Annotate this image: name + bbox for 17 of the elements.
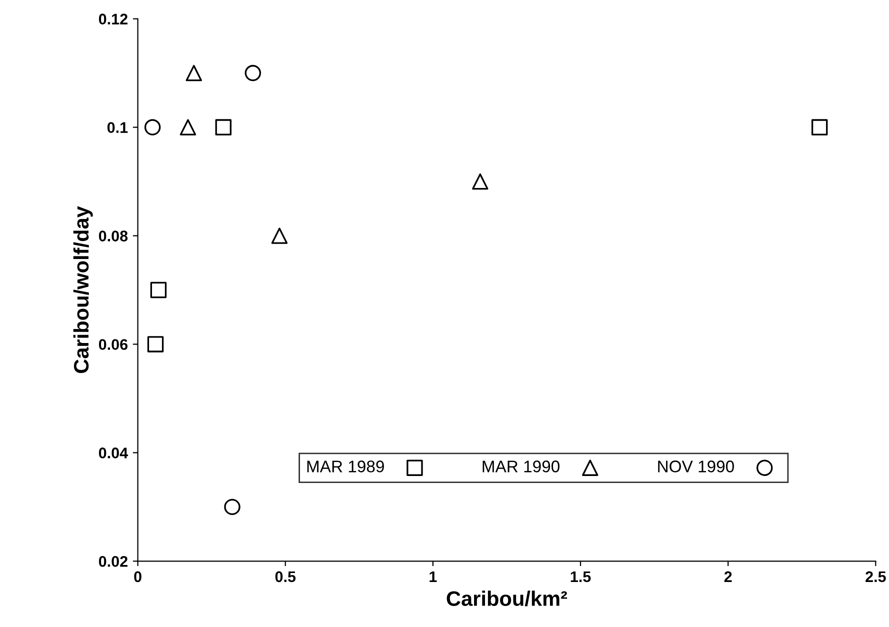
x-tick-label: 0 xyxy=(134,571,142,582)
x-tick-label: 0.5 xyxy=(275,571,296,582)
x-axis-title: Caribou/km² xyxy=(446,590,568,606)
legend-label: NOV 1990 xyxy=(658,460,734,472)
x-tick-label: 1 xyxy=(430,571,437,582)
y-tick-label: 0.1 xyxy=(107,122,128,133)
y-tick-label: 0.08 xyxy=(98,230,128,242)
y-tick-label: 0.06 xyxy=(98,339,128,350)
legend-label: MAR 1989 xyxy=(307,460,384,472)
x-tick-label: 2 xyxy=(724,571,732,582)
x-tick-label: 2.5 xyxy=(866,571,886,582)
y-tick-label: 0.04 xyxy=(98,448,128,458)
y-axis-title: Caribou/wolf/day xyxy=(73,206,93,374)
legend-label: MAR 1990 xyxy=(482,460,560,472)
x-tick-label: 1.5 xyxy=(570,571,591,582)
y-tick-label: 0.02 xyxy=(98,556,128,567)
y-tick-label: 0.12 xyxy=(98,14,128,24)
